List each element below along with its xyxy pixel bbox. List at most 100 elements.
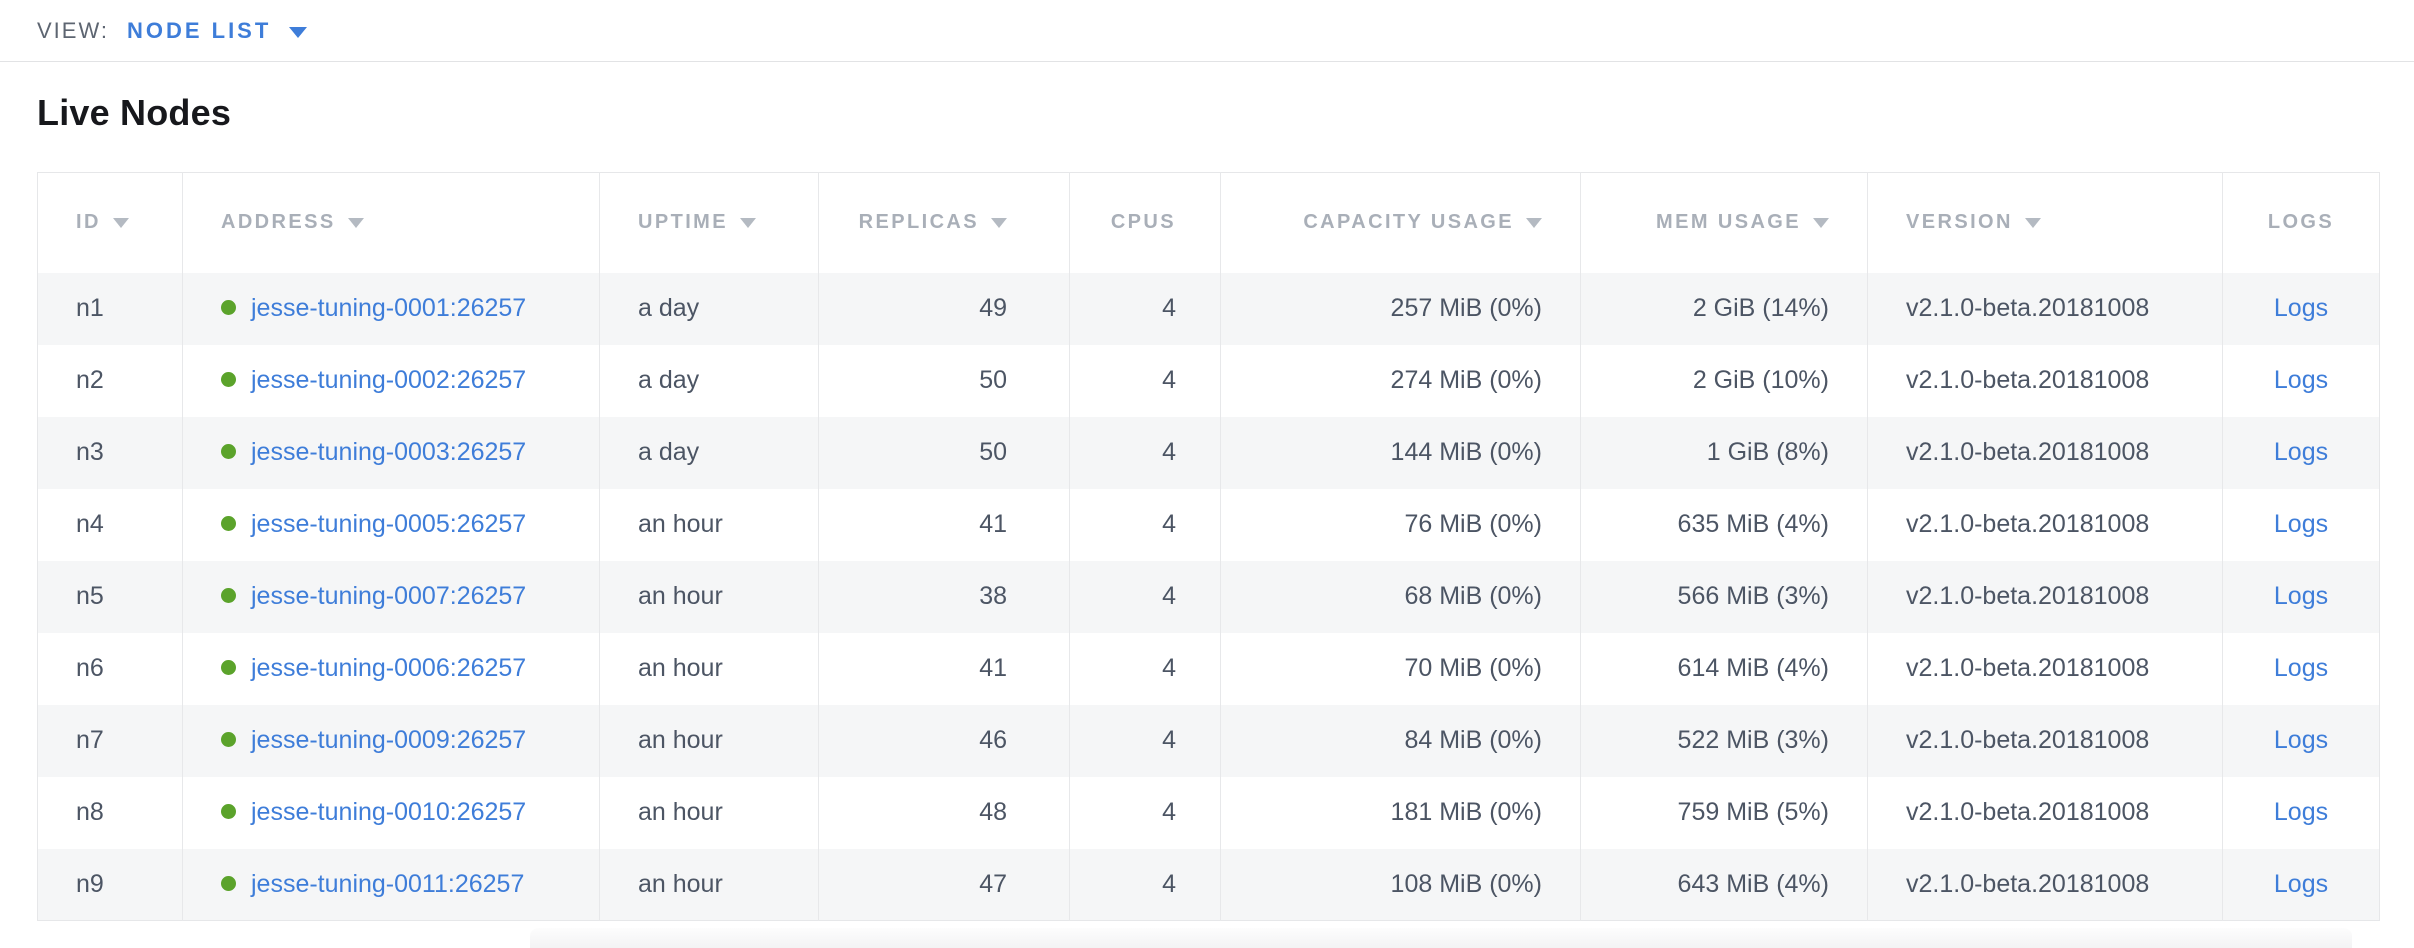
cell-mem-usage: 566 MiB (3%) [1580,560,1868,633]
node-live-status-icon [221,731,236,747]
cell-logs: Logs [2222,344,2380,417]
address-link[interactable]: jesse-tuning-0002:26257 [251,366,527,394]
cell-address: jesse-tuning-0001:26257 [182,272,600,345]
cell-logs: Logs [2222,488,2380,561]
cell-replicas: 48 [818,776,1070,849]
cell-version: v2.1.0-beta.20181008 [1867,848,2223,921]
sort-desc-icon [739,218,756,229]
cell-version: v2.1.0-beta.20181008 [1867,632,2223,705]
column-header-logs: LOGS [2222,172,2380,273]
logs-link[interactable]: Logs [2273,726,2329,754]
cell-cpus: 4 [1069,272,1221,345]
logs-link[interactable]: Logs [2273,294,2329,322]
sort-desc-icon [1813,218,1829,229]
logs-link[interactable]: Logs [2273,798,2329,826]
address-link[interactable]: jesse-tuning-0011:26257 [251,869,525,898]
column-header-version[interactable]: VERSION [1867,172,2223,273]
cell-capacity-usage: 181 MiB (0%) [1220,776,1581,849]
cell-node-id: n8 [76,798,104,826]
cell-replicas: 50 [818,416,1070,489]
view-selected-value: NODE LIST [126,17,272,43]
address-link[interactable]: jesse-tuning-0003:26257 [251,438,527,466]
address-link[interactable]: jesse-tuning-0005:26257 [251,510,527,538]
table-row: n2 jesse-tuning-0002:26257 a day 50 4 27… [37,344,2380,417]
node-live-status-icon [221,659,236,675]
logs-link[interactable]: Logs [2273,366,2329,394]
cell-capacity-usage: 257 MiB (0%) [1220,272,1581,345]
cell-replicas: 38 [818,560,1070,633]
column-header-id[interactable]: ID [37,172,183,273]
cell-version: v2.1.0-beta.20181008 [1867,416,2223,489]
node-live-status-icon [221,371,236,387]
node-live-status-icon [221,587,236,603]
cell-address: jesse-tuning-0002:26257 [182,344,600,417]
cell-capacity-usage: 70 MiB (0%) [1220,632,1581,705]
next-section-shadow [530,928,2352,948]
address-link[interactable]: jesse-tuning-0007:26257 [251,582,527,610]
cell-cpus: 4 [1069,416,1221,489]
column-header-address[interactable]: ADDRESS [182,172,600,273]
address-link[interactable]: jesse-tuning-0009:26257 [251,726,527,754]
logs-link[interactable]: Logs [2273,510,2329,538]
sort-desc-icon [1526,218,1542,229]
cell-address: jesse-tuning-0003:26257 [182,416,600,489]
table-header-row: ID ADDRESS UPTIME REPLICAS CPUS [37,172,2380,273]
table-row: n4 jesse-tuning-0005:26257 an hour 41 4 … [37,488,2380,561]
cell-version: v2.1.0-beta.20181008 [1867,776,2223,849]
node-live-status-icon [221,875,236,891]
cell-version: v2.1.0-beta.20181008 [1867,560,2223,633]
cell-address: jesse-tuning-0005:26257 [182,488,600,561]
address-link[interactable]: jesse-tuning-0006:26257 [251,654,527,682]
node-live-status-icon [221,515,236,531]
cell-node-id: n2 [76,366,104,394]
address-link[interactable]: jesse-tuning-0010:26257 [251,798,527,826]
address-link[interactable]: jesse-tuning-0001:26257 [251,294,527,322]
cell-version: v2.1.0-beta.20181008 [1867,704,2223,777]
view-selector-dropdown[interactable]: NODE LIST [126,17,308,44]
column-header-uptime[interactable]: UPTIME [599,172,819,273]
logs-link[interactable]: Logs [2273,438,2329,466]
cell-replicas: 46 [818,704,1070,777]
logs-link[interactable]: Logs [2273,582,2329,610]
table-row: n9 jesse-tuning-0011:26257 an hour 47 4 … [37,848,2380,921]
cell-capacity-usage: 274 MiB (0%) [1220,344,1581,417]
cell-mem-usage: 759 MiB (5%) [1580,776,1868,849]
cell-version: v2.1.0-beta.20181008 [1867,488,2223,561]
cell-cpus: 4 [1069,344,1221,417]
cell-uptime: an hour [599,848,819,921]
cell-cpus: 4 [1069,848,1221,921]
cell-capacity-usage: 84 MiB (0%) [1220,704,1581,777]
cell-cpus: 4 [1069,704,1221,777]
table-row: n6 jesse-tuning-0006:26257 an hour 41 4 … [37,632,2380,705]
cell-mem-usage: 2 GiB (14%) [1580,272,1868,345]
cell-uptime: a day [599,272,819,345]
cell-uptime: an hour [599,776,819,849]
cell-node-id: n4 [76,510,104,538]
column-header-mem-usage[interactable]: MEM USAGE [1580,172,1868,273]
cell-logs: Logs [2222,776,2380,849]
cell-mem-usage: 2 GiB (10%) [1580,344,1868,417]
cell-uptime: an hour [599,632,819,705]
cell-capacity-usage: 68 MiB (0%) [1220,560,1581,633]
column-header-capacity-usage[interactable]: CAPACITY USAGE [1220,172,1581,273]
cell-cpus: 4 [1069,776,1221,849]
cell-capacity-usage: 76 MiB (0%) [1220,488,1581,561]
live-nodes-section: Live Nodes ID ADDRESS UPTIME [0,62,2414,921]
column-header-replicas[interactable]: REPLICAS [818,172,1070,273]
cell-uptime: an hour [599,488,819,561]
cell-node-id: n7 [76,726,104,754]
logs-link[interactable]: Logs [2273,869,2329,898]
sort-desc-icon [2024,218,2041,229]
logs-link[interactable]: Logs [2273,654,2329,682]
page-title: Live Nodes [37,92,232,133]
cell-cpus: 4 [1069,632,1221,705]
view-bar: VIEW: NODE LIST [0,0,2414,62]
cell-capacity-usage: 144 MiB (0%) [1220,416,1581,489]
table-row: n8 jesse-tuning-0010:26257 an hour 48 4 … [37,776,2380,849]
live-nodes-table: ID ADDRESS UPTIME REPLICAS CPUS [37,172,2380,921]
view-label: VIEW: [37,17,109,43]
cell-logs: Logs [2222,560,2380,633]
table-row: n5 jesse-tuning-0007:26257 an hour 38 4 … [37,560,2380,633]
cell-cpus: 4 [1069,560,1221,633]
